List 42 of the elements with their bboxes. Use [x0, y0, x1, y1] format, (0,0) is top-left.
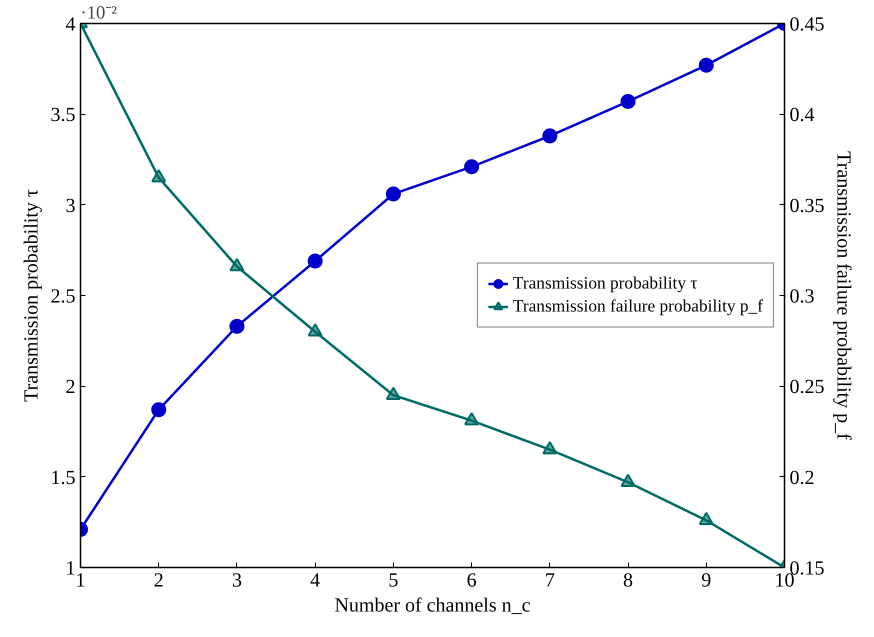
point [151, 169, 166, 182]
x-tick-label: 2 [154, 570, 164, 592]
point [308, 323, 323, 337]
y-tick-label: 4 [66, 14, 76, 36]
point [620, 474, 636, 488]
x-tick-label: 3 [232, 570, 242, 592]
y2-tick-label: 0.45 [790, 14, 824, 36]
point [229, 318, 244, 334]
y2-axis-title: Transmission failure probability p_f [832, 151, 854, 440]
point [542, 441, 558, 454]
x-tick-label: 6 [466, 570, 477, 592]
x-tick-label: 4 [310, 570, 320, 592]
y2-tick-label: 0.4 [790, 104, 814, 126]
x-tick-label: 9 [701, 570, 712, 592]
y-tick-label: 3 [66, 194, 76, 217]
point [151, 402, 166, 418]
legend-label: Transmission probability τ [512, 274, 698, 294]
y2-tick-label: 0.2 [790, 466, 814, 489]
point [620, 94, 636, 109]
point [308, 254, 323, 269]
y2-tick-label: 0.3 [790, 286, 814, 308]
legend-label: Transmission failure probability p_f [512, 296, 763, 316]
text: ·10⁻² [80, 2, 118, 24]
y-axis-title: Transmission probability τ [20, 189, 42, 402]
x-tick-label: 8 [623, 570, 634, 592]
x-tick-label: 7 [544, 570, 555, 592]
x-tick-label: 5 [388, 570, 398, 592]
point [386, 386, 401, 400]
point [698, 512, 714, 526]
y-tick-label: 1.5 [50, 466, 76, 489]
y-tick-label: 3.5 [50, 104, 76, 126]
y-tick-label: 2.5 [50, 286, 76, 308]
point [229, 258, 244, 272]
point [464, 159, 480, 174]
point [386, 186, 401, 202]
point [698, 58, 714, 73]
y-tick-label: 2 [66, 376, 76, 398]
y2-tick-label: 0.35 [790, 194, 824, 217]
y2-tick-label: 0.25 [790, 376, 824, 398]
x-axis-title: Number of channels n_c [334, 594, 531, 616]
point [542, 128, 558, 144]
point [464, 412, 480, 426]
